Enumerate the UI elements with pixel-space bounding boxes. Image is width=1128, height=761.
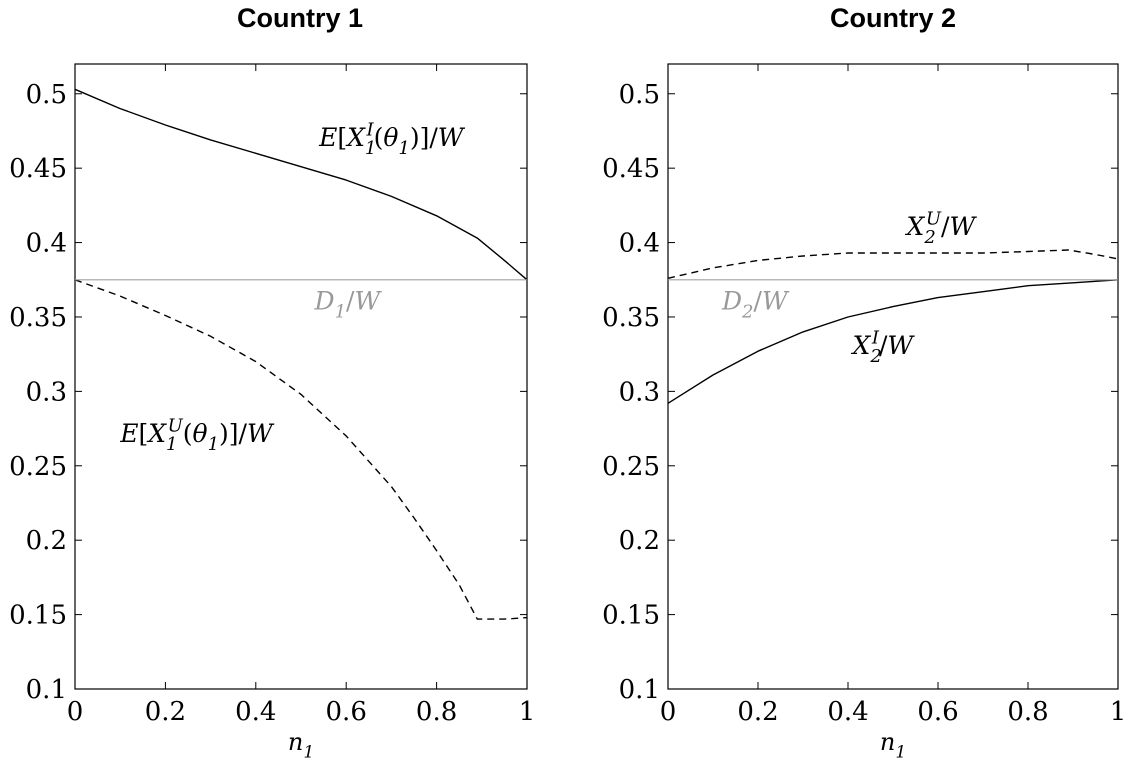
x-tick-label: 1: [519, 697, 536, 727]
x-tick-label: 0.8: [416, 697, 457, 727]
x-tick-label: 0.2: [145, 697, 186, 727]
y-tick-label: 0.45: [9, 154, 67, 184]
y-tick-label: 0.15: [602, 601, 660, 631]
annotation-label: D2/W: [721, 287, 790, 323]
x-tick-label: 0: [67, 697, 84, 727]
y-tick-label: 0.35: [602, 303, 660, 333]
y-tick-label: 0.25: [9, 452, 67, 482]
x-tick-label: 1: [1110, 697, 1127, 727]
y-tick-label: 0.5: [619, 80, 660, 110]
x-tick-label: 0.4: [827, 697, 868, 727]
plot-frame: [74, 63, 528, 690]
plot-frame: [667, 63, 1119, 690]
chart-title: Country 1: [237, 3, 363, 33]
y-tick-label: 0.5: [26, 80, 67, 110]
chart-panel-1: Country 1 0.1 0.15 0.2 0.25 0.3 0.35 0.4 0.45 0.5…: [9, 3, 535, 761]
x-axis-label: n1: [288, 728, 314, 761]
annotation-label: E[X1U(θ1)]/W: [119, 415, 275, 455]
annotation-label: D1/W: [314, 287, 383, 323]
y-tick-label: 0.2: [619, 526, 660, 556]
y-tick-label: 0.3: [619, 377, 660, 407]
y-tick-label: 0.2: [26, 526, 67, 556]
x-tick-label: 0.6: [326, 697, 367, 727]
y-tick-label: 0.3: [26, 377, 67, 407]
series-line-2: [667, 279, 1119, 404]
annotation-label: X2I/W: [851, 328, 916, 368]
series-line-1: [667, 249, 1119, 279]
x-tick-label: 0.4: [235, 697, 276, 727]
x-tick-label: 0.8: [1007, 697, 1048, 727]
annotation-label: X2U/W: [905, 209, 978, 249]
x-tick-label: 0.6: [917, 697, 958, 727]
y-tick-label: 0.4: [619, 229, 660, 259]
chart-panel-2: Country 2 0.1 0.15 0.2 0.25 0.3 0.35 0.4 0.45 0.5…: [602, 3, 1126, 761]
x-tick-label: 0: [660, 697, 677, 727]
x-axis-label: n1: [880, 728, 906, 761]
series-line-2: [74, 279, 528, 620]
y-tick-label: 0.1: [26, 675, 67, 705]
annotation-label: E[X1I(θ1)]/W: [318, 119, 466, 159]
y-tick-label: 0.1: [619, 675, 660, 705]
y-tick-label: 0.35: [9, 303, 67, 333]
x-tick-label: 0.2: [737, 697, 778, 727]
y-tick-label: 0.4: [26, 229, 67, 259]
y-tick-label: 0.25: [602, 452, 660, 482]
series-line-1: [74, 88, 528, 281]
y-tick-label: 0.15: [9, 601, 67, 631]
chart-title: Country 2: [830, 3, 956, 33]
y-tick-label: 0.45: [602, 154, 660, 184]
